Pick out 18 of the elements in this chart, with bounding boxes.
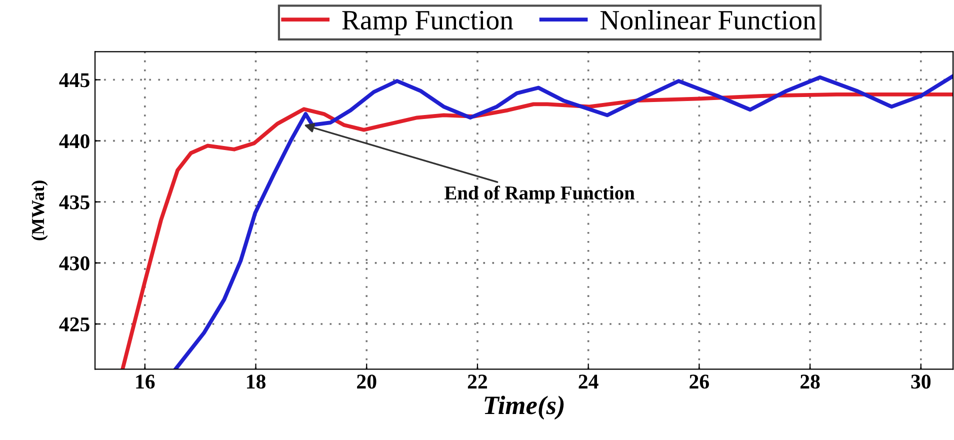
x-tick-label: 26 [690, 374, 709, 389]
y-tick-label: 440 [59, 134, 90, 148]
x-tick-label: 24 [578, 374, 598, 388]
x-tick-label: 28 [800, 374, 820, 389]
x-tick-label: 18 [247, 374, 266, 389]
x-axis-title: Time(s) [484, 396, 564, 420]
y-tick-label: 445 [59, 73, 90, 88]
x-tick-label: 22 [468, 374, 487, 388]
y-tick-label: 430 [59, 256, 90, 270]
legend-label: Nonlinear Function [600, 10, 816, 30]
x-tick-label: 20 [357, 374, 376, 389]
y-axis-title: (MWat) [31, 180, 48, 240]
y-tick-label: 435 [59, 195, 90, 210]
annotation: End of Ramp Function [444, 186, 635, 204]
x-tick-label: 30 [911, 374, 931, 389]
x-tick-label: 16 [136, 374, 155, 389]
legend-label: Ramp Function [342, 10, 514, 36]
y-tick-label: 425 [59, 317, 90, 332]
